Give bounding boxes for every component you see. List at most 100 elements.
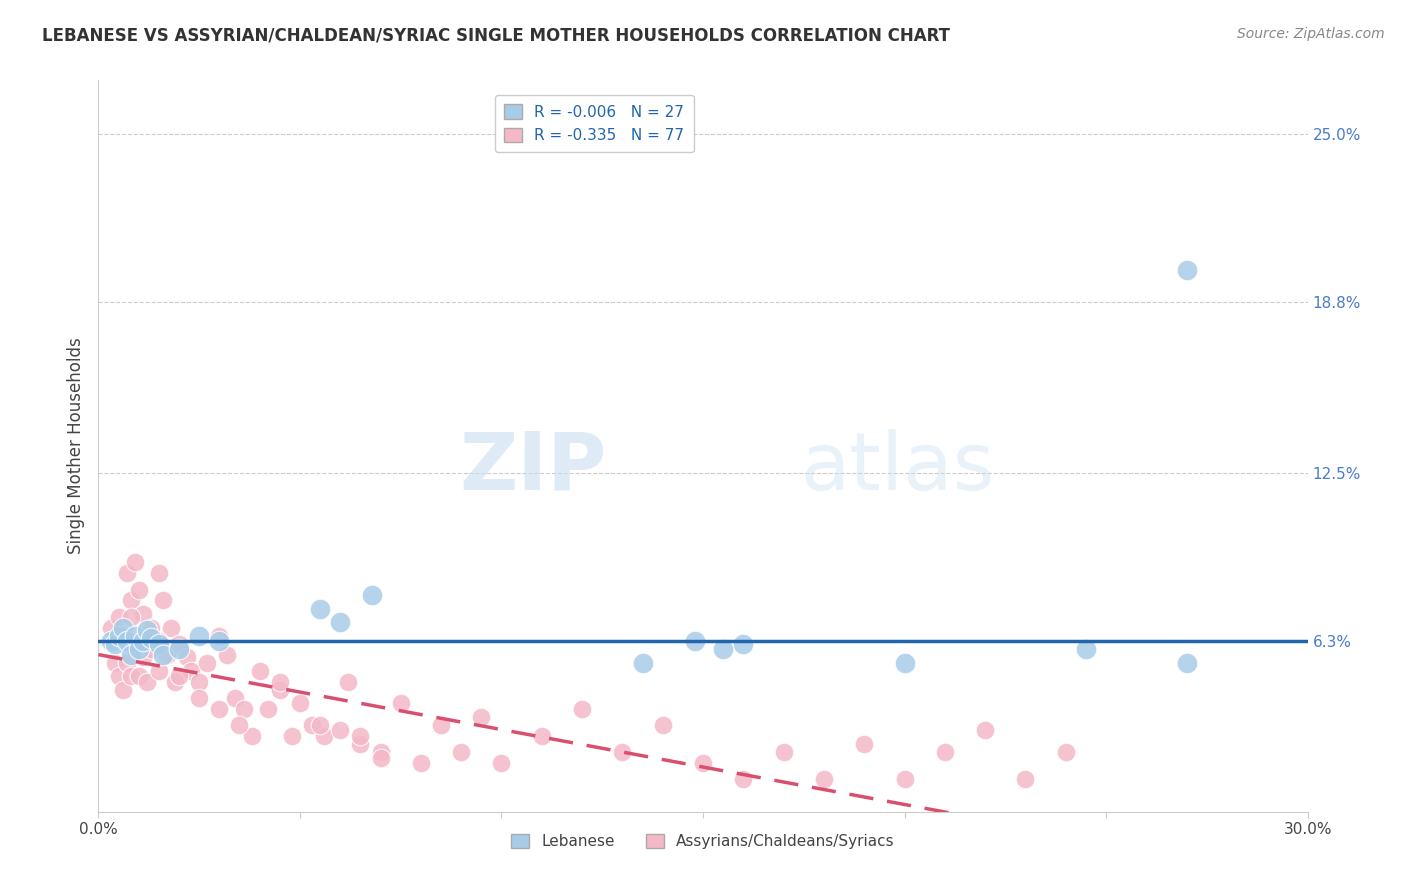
Point (128, 669, 150, 683)
Point (163, 674, 186, 689)
Point (135, 624, 157, 638)
Point (571, 702, 593, 716)
Point (167, 669, 190, 683)
Point (430, 718, 453, 732)
Point (111, 629, 134, 643)
Point (128, 582, 150, 597)
Point (1014, 772, 1036, 787)
Y-axis label: Single Mother Households: Single Mother Households (66, 338, 84, 554)
Point (148, 637, 170, 651)
Point (733, 637, 755, 651)
Point (143, 637, 166, 651)
Point (232, 702, 254, 716)
Point (156, 648, 179, 662)
Point (139, 632, 162, 646)
Point (692, 756, 714, 770)
Point (224, 690, 246, 705)
Point (195, 656, 218, 670)
Point (337, 674, 360, 689)
Point (281, 729, 304, 743)
Point (612, 745, 634, 759)
Text: atlas: atlas (800, 429, 994, 507)
Point (103, 637, 125, 651)
Point (167, 637, 190, 651)
Point (409, 756, 432, 770)
Point (853, 737, 876, 751)
Point (124, 629, 146, 643)
Point (152, 648, 174, 662)
Point (683, 634, 706, 648)
Point (733, 772, 755, 787)
Point (269, 682, 291, 697)
Point (148, 634, 170, 648)
Point (107, 609, 129, 624)
Point (208, 634, 231, 648)
Point (974, 723, 997, 738)
Point (370, 745, 392, 759)
Point (111, 620, 134, 634)
Point (139, 642, 162, 657)
Text: Source: ZipAtlas.com: Source: ZipAtlas.com (1237, 27, 1385, 41)
Point (120, 648, 142, 662)
Point (120, 593, 142, 607)
Point (349, 737, 371, 751)
Point (188, 690, 211, 705)
Point (893, 656, 915, 670)
Point (1175, 263, 1198, 277)
Point (361, 588, 384, 602)
Point (893, 772, 915, 787)
Point (100, 620, 122, 634)
Point (103, 656, 125, 670)
Point (249, 664, 271, 678)
Point (314, 729, 336, 743)
Point (148, 566, 170, 581)
Point (115, 566, 138, 581)
Point (1175, 656, 1198, 670)
Point (329, 615, 352, 629)
Point (389, 697, 412, 711)
Point (188, 629, 211, 643)
Point (450, 745, 472, 759)
Point (139, 620, 162, 634)
Point (160, 620, 183, 634)
Point (152, 593, 174, 607)
Point (256, 702, 278, 716)
Point (1074, 642, 1097, 657)
Point (115, 634, 138, 648)
Point (240, 729, 263, 743)
Point (301, 718, 323, 732)
Point (631, 656, 654, 670)
Point (813, 772, 835, 787)
Point (934, 745, 956, 759)
Point (188, 674, 211, 689)
Point (530, 729, 553, 743)
Point (217, 648, 239, 662)
Point (111, 682, 134, 697)
Point (711, 642, 734, 657)
Point (120, 669, 142, 683)
Point (269, 674, 291, 689)
Point (1054, 745, 1077, 759)
Point (167, 642, 190, 657)
Point (132, 650, 155, 665)
Point (107, 629, 129, 643)
Point (107, 669, 129, 683)
Point (309, 718, 332, 732)
Point (115, 656, 138, 670)
Point (309, 601, 332, 615)
Point (135, 674, 157, 689)
Point (370, 750, 392, 764)
Point (349, 729, 371, 743)
Point (228, 718, 250, 732)
Point (124, 556, 146, 570)
Point (132, 634, 155, 648)
Point (120, 609, 142, 624)
Point (148, 664, 170, 678)
Point (128, 642, 150, 657)
Point (208, 702, 231, 716)
Point (100, 634, 122, 648)
Point (124, 642, 146, 657)
Legend: Lebanese, Assyrians/Chaldeans/Syriacs: Lebanese, Assyrians/Chaldeans/Syriacs (505, 828, 901, 855)
Point (470, 710, 492, 724)
Point (651, 718, 673, 732)
